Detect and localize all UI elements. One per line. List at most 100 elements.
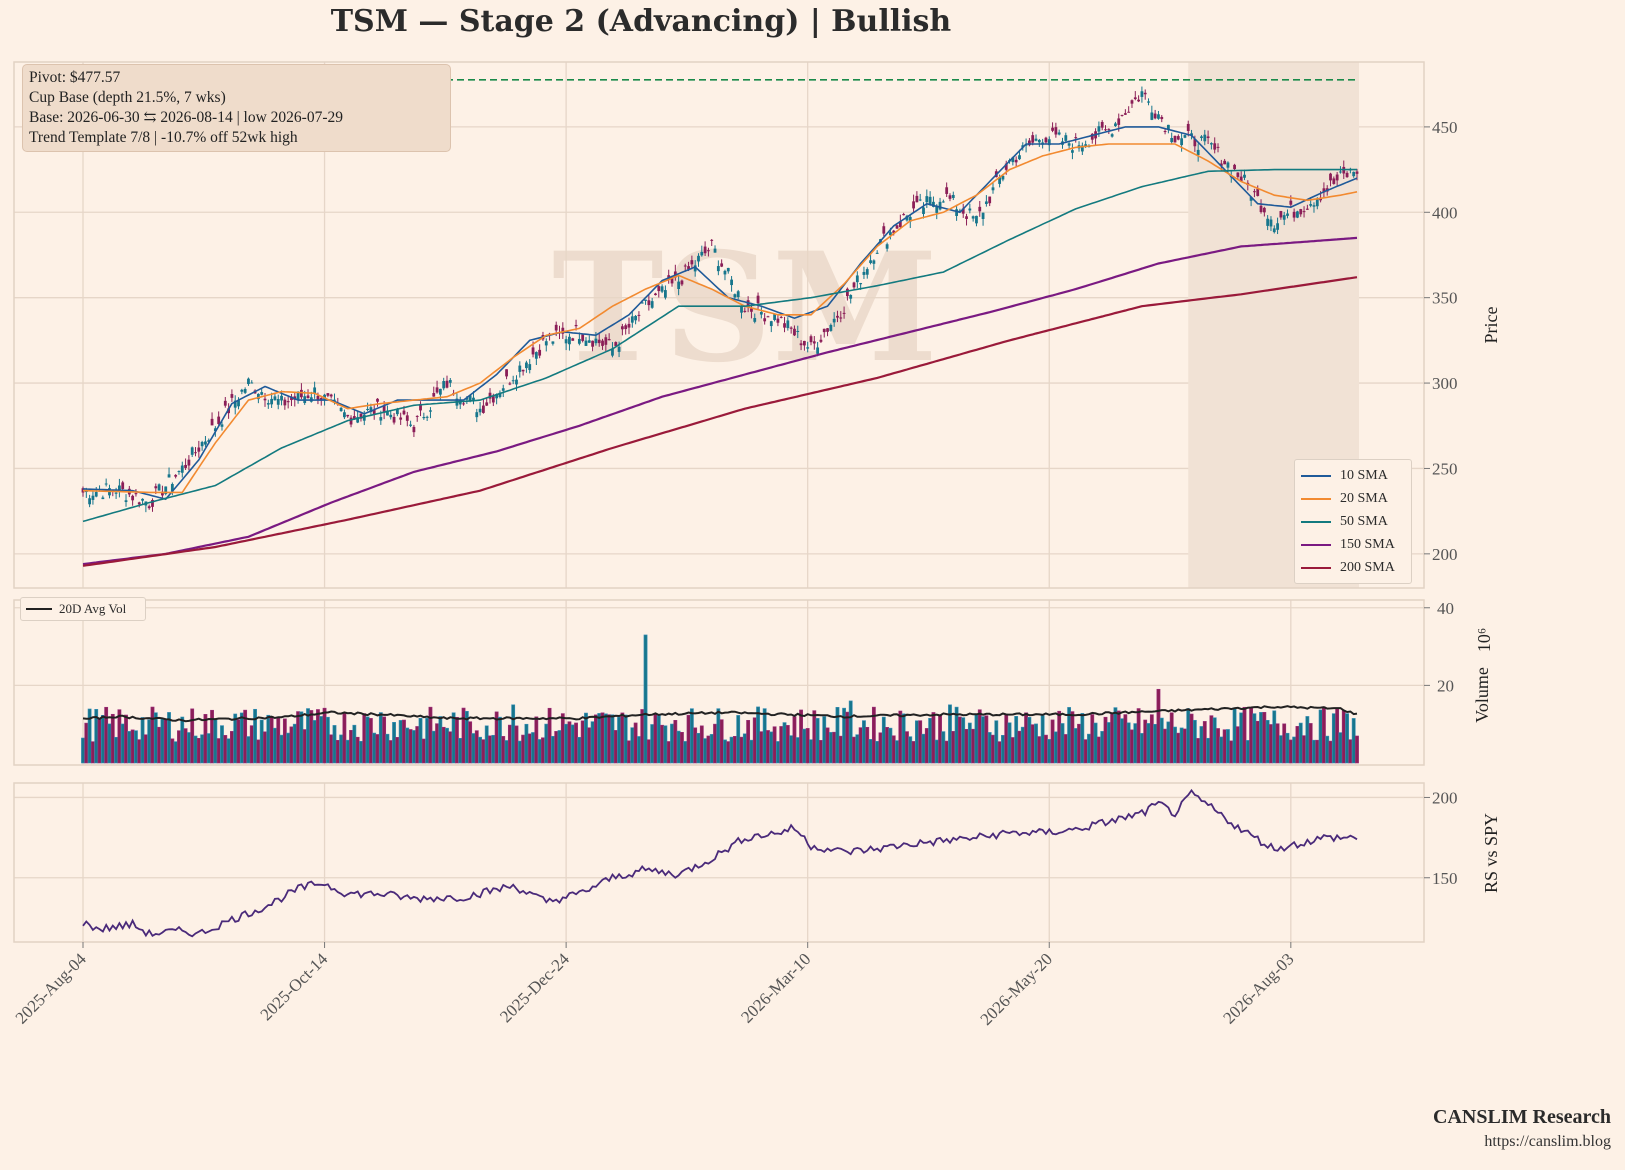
volume-bar: [580, 720, 585, 764]
volume-bar: [1136, 708, 1141, 764]
volume-bar: [1285, 732, 1290, 764]
volume-bar: [1087, 733, 1091, 764]
volume-bar: [1130, 729, 1134, 764]
volume-legend: 20D Avg Vol: [20, 597, 146, 621]
volume-bar: [901, 713, 906, 764]
volume-bar: [1040, 715, 1045, 764]
volume-bar: [680, 732, 684, 764]
candle-body: [207, 440, 211, 442]
volume-bar: [246, 736, 251, 764]
legend-label: 200 SMA: [1340, 559, 1395, 575]
candle-body: [806, 347, 810, 349]
volume-bar: [193, 735, 198, 764]
volume-bar: [1149, 714, 1154, 764]
volume-bar: [359, 740, 363, 764]
volume-bar: [458, 738, 463, 764]
volume-legend-label: 20D Avg Vol: [59, 601, 127, 616]
volume-bar: [742, 733, 747, 764]
candle-body: [300, 389, 303, 398]
candle-body: [554, 324, 558, 331]
candle-body: [1100, 121, 1104, 128]
candle-body: [743, 310, 747, 312]
volume-bar: [1278, 735, 1283, 764]
candle-body: [280, 395, 283, 401]
volume-bar: [868, 739, 873, 764]
candle-body: [1153, 113, 1157, 119]
volume-bar: [1133, 723, 1138, 764]
volume-bar: [1255, 720, 1260, 764]
candle-body: [1236, 172, 1240, 177]
volume-bar: [1245, 740, 1250, 764]
volume-bar: [468, 721, 473, 764]
legend-item-20-sma: 20 SMA: [1301, 487, 1405, 510]
volume-bar: [560, 713, 565, 764]
volume-bar: [349, 729, 353, 764]
volume-bar: [484, 725, 489, 764]
volume-bar: [1146, 723, 1151, 764]
candle-body: [326, 393, 330, 396]
volume-bar: [587, 727, 592, 764]
volume-bar: [1100, 731, 1105, 764]
volume-bar: [498, 716, 502, 764]
volume-bar: [203, 714, 208, 764]
volume-bar: [994, 720, 999, 764]
volume-bar: [1153, 723, 1158, 764]
candle-body: [723, 270, 727, 275]
legend-swatch: [1301, 520, 1331, 523]
panel-frames: [13, 61, 1425, 943]
volume-bar: [607, 714, 612, 764]
candle-body: [677, 281, 681, 289]
candle-body: [482, 405, 485, 413]
candle-body: [802, 340, 806, 346]
volume-bar: [1034, 723, 1038, 764]
candle-body: [859, 283, 863, 285]
legend-swatch: [1301, 543, 1331, 546]
volume-bar: [590, 721, 595, 764]
candle-body: [333, 399, 336, 401]
volume-bar: [408, 729, 413, 764]
candle-body: [604, 337, 608, 345]
candle-body: [607, 339, 611, 341]
candle-body: [703, 246, 707, 254]
volume-bar: [362, 713, 367, 764]
candle-body: [273, 396, 277, 401]
candle-body: [1329, 173, 1332, 181]
legend-item-200-sma: 200 SMA: [1301, 556, 1405, 579]
volume-bar: [594, 714, 598, 764]
candle-body: [1044, 137, 1048, 143]
base-pattern-text: Cup Base (depth 21.5%, 7 wks): [29, 89, 226, 106]
volume-bar: [117, 709, 122, 764]
candle-body: [389, 414, 393, 418]
volume-bar: [1192, 719, 1197, 764]
candle-body: [769, 321, 773, 327]
volume-bar: [650, 724, 655, 764]
candle-body: [382, 405, 386, 413]
candle-body: [1210, 143, 1213, 145]
volume-bar: [789, 735, 794, 764]
candle-body: [1163, 131, 1167, 133]
candle-body: [346, 414, 350, 417]
volume-bar: [1351, 718, 1356, 764]
candle-body: [488, 392, 492, 399]
candle-body: [319, 397, 323, 401]
candle-body: [571, 338, 575, 341]
volume-bar: [223, 735, 228, 764]
volume-bar: [795, 737, 800, 764]
volume-bar: [402, 719, 406, 764]
volume-bar: [779, 726, 784, 764]
panel-frame: [13, 782, 1425, 943]
volume-bar: [752, 717, 757, 764]
candle-body: [1239, 176, 1243, 182]
candle-body: [809, 336, 813, 343]
volume-bar: [249, 725, 254, 764]
volume-bar: [1176, 732, 1181, 764]
volume-bar: [981, 716, 985, 764]
candle-body: [915, 195, 919, 203]
volume-bar: [825, 727, 830, 764]
volume-bar: [455, 716, 459, 764]
volume-bar: [1143, 719, 1148, 764]
candle-body: [657, 286, 661, 292]
volume-bar: [388, 740, 393, 764]
volume-bar: [1302, 735, 1306, 764]
volume-bar: [709, 734, 714, 764]
